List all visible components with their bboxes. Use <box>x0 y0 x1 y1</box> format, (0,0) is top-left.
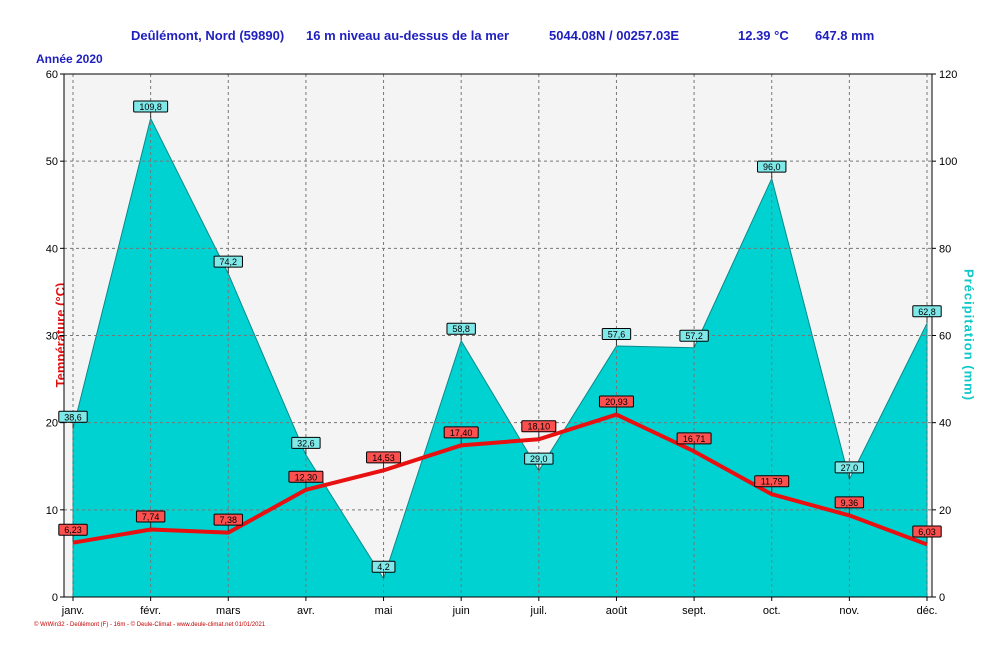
right-tick-label: 0 <box>939 592 945 604</box>
precip-data-label-box <box>912 305 942 318</box>
temp-data-label-box <box>834 496 865 509</box>
temp-data-label: 6,03 <box>918 527 936 537</box>
temp-data-label: 17,40 <box>450 428 473 438</box>
right-tick-label: 80 <box>939 243 951 255</box>
right-tick-label: 100 <box>939 156 957 168</box>
header-total-precip: 647.8 mm <box>815 28 875 43</box>
precip-data-label: 57,2 <box>685 331 703 341</box>
precip-data-label: 62,8 <box>918 307 936 317</box>
x-tick-label: mars <box>216 605 241 617</box>
precip-data-label: 32,6 <box>297 438 315 448</box>
precip-data-label-box <box>524 452 554 465</box>
left-tick-label: 0 <box>52 592 58 604</box>
precip-data-label: 27,0 <box>841 463 859 473</box>
x-tick-label: févr. <box>140 605 161 617</box>
left-tick-label: 20 <box>46 418 58 430</box>
precip-data-label-box <box>371 560 396 573</box>
x-tick-label: sept. <box>682 605 706 617</box>
precip-data-label-box <box>446 322 476 335</box>
footer-credit: © WrWin32 - Deûlémont (F) - 16m - © Deul… <box>34 622 266 628</box>
temp-data-label: 11,79 <box>761 477 783 487</box>
temp-data-label: 7,74 <box>142 512 160 522</box>
temp-data-label-box <box>443 426 479 439</box>
x-tick-label: nov. <box>839 605 859 617</box>
x-tick-label: déc. <box>917 605 938 617</box>
precip-data-label: 58,8 <box>452 324 470 334</box>
temp-data-label-box <box>58 523 88 536</box>
right-tick-label: 60 <box>939 331 951 343</box>
temp-data-label-box <box>288 470 324 483</box>
right-tick-label: 20 <box>939 505 951 517</box>
left-tick-label: 60 <box>46 69 58 81</box>
precip-data-label: 4,2 <box>377 562 390 572</box>
temp-data-label: 7,38 <box>220 515 238 525</box>
left-tick-label: 10 <box>46 505 58 517</box>
left-tick-label: 30 <box>46 331 58 343</box>
temp-data-label: 9,36 <box>841 498 859 508</box>
temp-data-label-box <box>676 432 712 445</box>
precip-data-label-box <box>601 327 632 340</box>
temp-data-label-box <box>598 395 634 408</box>
precip-data-label: 74,2 <box>220 257 238 267</box>
precip-data-label: 109,8 <box>139 102 162 112</box>
temp-data-label: 18,10 <box>528 422 551 432</box>
precip-data-label-box <box>834 461 865 474</box>
x-tick-label: juin <box>452 605 470 617</box>
precip-data-label-box <box>679 329 709 342</box>
header-mean-temp: 12.39 °C <box>738 28 789 43</box>
left-tick-label: 50 <box>46 156 58 168</box>
temp-data-label-box <box>912 525 942 538</box>
temp-data-label: 6,23 <box>64 525 82 535</box>
temp-data-label: 14,53 <box>372 453 395 463</box>
x-tick-label: avr. <box>297 605 315 617</box>
temp-data-label-box <box>366 451 402 464</box>
header-coords: 5044.08N / 00257.03E <box>549 28 680 43</box>
temp-data-label-box <box>521 420 557 433</box>
x-tick-label: août <box>606 605 627 617</box>
right-tick-label: 40 <box>939 418 951 430</box>
temp-data-label: 16,71 <box>683 434 706 444</box>
precip-data-label-box <box>213 255 243 268</box>
precip-data-label: 29,0 <box>530 454 548 464</box>
left-tick-label: 40 <box>46 243 58 255</box>
temp-data-label: 12,30 <box>295 472 318 482</box>
x-tick-label: oct. <box>763 605 781 617</box>
x-tick-label: juil. <box>530 605 548 617</box>
precip-data-label-box <box>291 436 321 449</box>
temp-data-label-box <box>213 513 243 526</box>
header-station: Deûlémont, Nord (59890) <box>131 28 285 43</box>
right-tick-label: 120 <box>939 69 957 81</box>
precip-data-label: 96,0 <box>763 162 781 172</box>
temperature-line <box>72 412 928 547</box>
temp-data-label: 20,93 <box>605 397 628 407</box>
precip-data-label-box <box>133 100 169 113</box>
precip-data-label: 57,6 <box>608 329 626 339</box>
year-label: Année 2020 <box>36 52 103 66</box>
precip-data-label: 38,6 <box>64 412 82 422</box>
temp-data-label-box <box>754 475 790 488</box>
precip-data-label-box <box>58 410 88 423</box>
precip-data-label-box <box>757 160 787 173</box>
x-tick-label: mai <box>375 605 393 617</box>
x-tick-label: janv. <box>61 605 84 617</box>
temp-data-label-box <box>135 510 166 523</box>
header-altitude: 16 m niveau au-dessus de la mer <box>306 28 510 43</box>
